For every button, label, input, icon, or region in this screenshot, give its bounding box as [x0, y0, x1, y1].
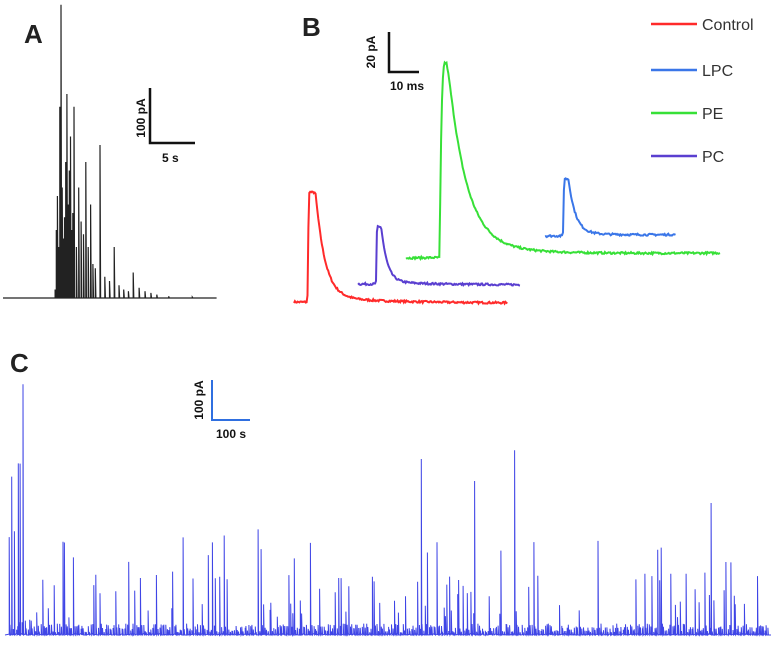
panel-a-scale-bar [148, 88, 195, 145]
legend-label-pe: PE [702, 106, 723, 123]
legend: Control LPC PE PC [651, 17, 754, 166]
control-trace [293, 190, 508, 306]
panel-a-label: A [24, 19, 43, 49]
panel-c-label: C [10, 348, 29, 378]
lpc-trace [544, 177, 676, 239]
panel-a-trace [3, 4, 217, 299]
panel-b-scale-y-label: 20 pA [364, 35, 378, 68]
panel-c-scale-bar [211, 380, 250, 421]
panel-c-scale-y-label: 100 pA [192, 380, 206, 420]
legend-label-pc: PC [702, 149, 724, 166]
panel-c: 100 pA 100 s [4, 380, 771, 637]
panel-c-trace [4, 384, 771, 637]
pc-trace [357, 224, 521, 288]
panel-b-scale-bar [387, 32, 419, 74]
pe-trace [405, 60, 721, 262]
panel-a-scale-y-label: 100 pA [134, 98, 148, 138]
panel-b: 20 pA 10 ms Control LPC PE PC [293, 17, 754, 306]
panel-a: 100 pA 5 s [3, 4, 217, 299]
panel-c-scale-x-label: 100 s [216, 427, 246, 441]
panel-a-scale-x-label: 5 s [162, 151, 179, 165]
legend-label-lpc: LPC [702, 63, 733, 80]
legend-label-control: Control [702, 17, 754, 34]
panel-b-scale-x-label: 10 ms [390, 79, 424, 93]
panel-b-label: B [302, 12, 321, 42]
